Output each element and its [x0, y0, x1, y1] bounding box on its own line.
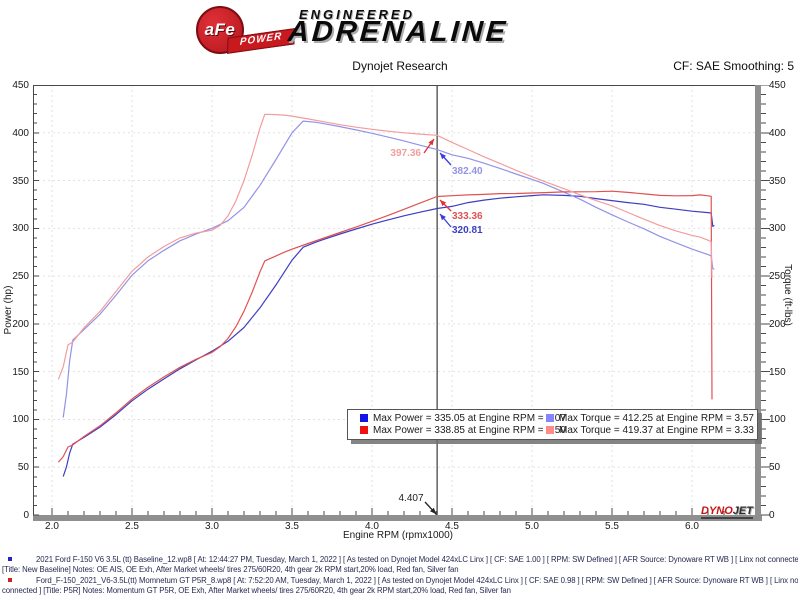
x-axis-tick-label: 2.0	[45, 521, 59, 532]
right-axis-tick-label: 300	[769, 223, 786, 235]
legend-marker-power-red-icon	[360, 426, 368, 434]
right-axis-tick-label: 450	[769, 80, 786, 91]
left-axis-tick-label: 300	[12, 223, 29, 235]
arrow-torque-red-head	[428, 139, 434, 146]
legend-item-max-power-p5r: Max Power = 338.85 at Engine RPM = 5.50	[360, 424, 566, 436]
legend-marker-torque-blue-icon	[546, 414, 554, 422]
series-torque_blue	[62, 120, 715, 418]
arrow-torque-blue-head	[440, 153, 446, 160]
x-axis-bar	[33, 515, 762, 521]
run-info-line: [Title: New Baseline] Notes: OE AIS, OE …	[2, 565, 459, 574]
left-axis-tick-label: 450	[12, 80, 29, 91]
arrow-cursor-head	[430, 507, 436, 514]
right-axis-tick-label: 150	[769, 366, 786, 378]
x-axis-tick-label: 6.0	[685, 521, 699, 532]
left-axis-tick-label: 350	[12, 175, 29, 187]
run-info-p5r: Ford_F-150_2021_V6-3.5L(tt) Momnetum GT …	[0, 576, 798, 596]
run-bullet-blue-icon	[8, 557, 12, 561]
left-axis-title: Power (hp)	[3, 285, 14, 335]
x-axis-tick-label: 5.0	[525, 521, 539, 532]
legend-label: Max Power = 338.85 at Engine RPM = 5.50	[373, 424, 566, 436]
right-axis-tick-label: 50	[769, 462, 781, 474]
left-axis-tick-label: 100	[12, 414, 29, 426]
left-axis-tick-label: 0	[23, 510, 29, 521]
right-axis-bar	[755, 85, 761, 521]
right-axis-tick-label: 350	[769, 175, 786, 187]
right-axis-tick-label: 0	[769, 510, 775, 521]
x-axis-title: Engine RPM (rpmx1000)	[342, 530, 454, 541]
legend-item-max-torque-p5r: Max Torque = 419.37 at Engine RPM = 3.33	[546, 424, 757, 436]
legend-marker-torque-red-icon	[546, 426, 554, 434]
chart-title: Dynojet Research	[352, 59, 448, 73]
x-axis-tick-label: 4.0	[365, 521, 379, 532]
legend-label: Max Power = 335.05 at Engine RPM = 5.07	[373, 412, 566, 424]
x-axis-tick-label: 5.5	[605, 521, 619, 532]
afe-power-badge-icon: aFe	[196, 6, 244, 54]
right-axis-tick-label: 100	[769, 414, 786, 426]
left-axis-tick-label: 150	[12, 366, 29, 378]
run-info-baseline: 2021 Ford F-150 V6 3.5L (tt) Baseline_12…	[0, 555, 798, 575]
right-axis-tick-label: 400	[769, 127, 786, 139]
series-torque_red	[57, 113, 713, 380]
x-axis-tick-label: 4.5	[445, 521, 459, 532]
left-axis-tick-label: 50	[17, 462, 29, 474]
legend-item-max-power-baseline: Max Power = 335.05 at Engine RPM = 5.07	[360, 412, 566, 424]
legend-label: Max Torque = 419.37 at Engine RPM = 3.33	[559, 424, 754, 436]
annotation-torque-red: 397.36	[390, 148, 421, 159]
legend-label: Max Torque = 412.25 at Engine RPM = 3.57	[559, 412, 754, 424]
smoothing-setting: CF: SAE Smoothing: 5	[673, 59, 794, 73]
annotation-power-blue: 320.81	[452, 225, 483, 236]
annotation-torque-blue: 382.40	[452, 166, 483, 177]
legend-item-max-torque-baseline: Max Torque = 412.25 at Engine RPM = 3.57	[546, 412, 757, 424]
annotation-power-red: 333.36	[452, 211, 483, 222]
x-axis-tick-label: 2.5	[125, 521, 139, 532]
left-axis-tick-label: 200	[12, 318, 29, 330]
left-axis-tick-label: 400	[12, 127, 29, 139]
cursor-rpm-label: 4.407	[398, 493, 424, 504]
legend: Max Power = 335.05 at Engine RPM = 5.07 …	[347, 409, 758, 440]
run-bullet-red-icon	[8, 578, 12, 582]
right-axis-tick-label: 200	[769, 318, 786, 330]
adrenaline-text: ADRENALINE	[286, 16, 510, 48]
arrow-power-blue-head	[440, 214, 446, 221]
run-info-line: 2021 Ford F-150 V6 3.5L (tt) Baseline_12…	[36, 555, 798, 564]
legend-marker-power-blue-icon	[360, 414, 368, 422]
arrow-power-red-head	[440, 200, 447, 207]
left-axis-tick-label: 250	[12, 271, 29, 283]
right-axis-tick-label: 250	[769, 271, 786, 283]
dynojet-logo: DYNOJET	[701, 505, 753, 519]
dynojet-logo-jet: JET	[732, 505, 753, 517]
run-info-line: connected ] [Title: P5R] Notes: Momentum…	[2, 586, 511, 595]
right-axis-title: Torque (ft-lbs)	[782, 264, 793, 326]
series-power_blue	[62, 194, 715, 477]
dynojet-logo-dyno: DYNO	[701, 505, 733, 517]
x-axis-tick-label: 3.0	[205, 521, 219, 532]
x-axis-tick-label: 3.5	[285, 521, 299, 532]
afe-logo-text: aFe	[204, 20, 236, 39]
series-power_red	[57, 190, 713, 463]
dyno-plot	[33, 85, 770, 521]
engineered-text: ENGINEERED	[299, 7, 415, 22]
run-info-line: Ford_F-150_2021_V6-3.5L(tt) Momnetum GT …	[36, 576, 798, 585]
